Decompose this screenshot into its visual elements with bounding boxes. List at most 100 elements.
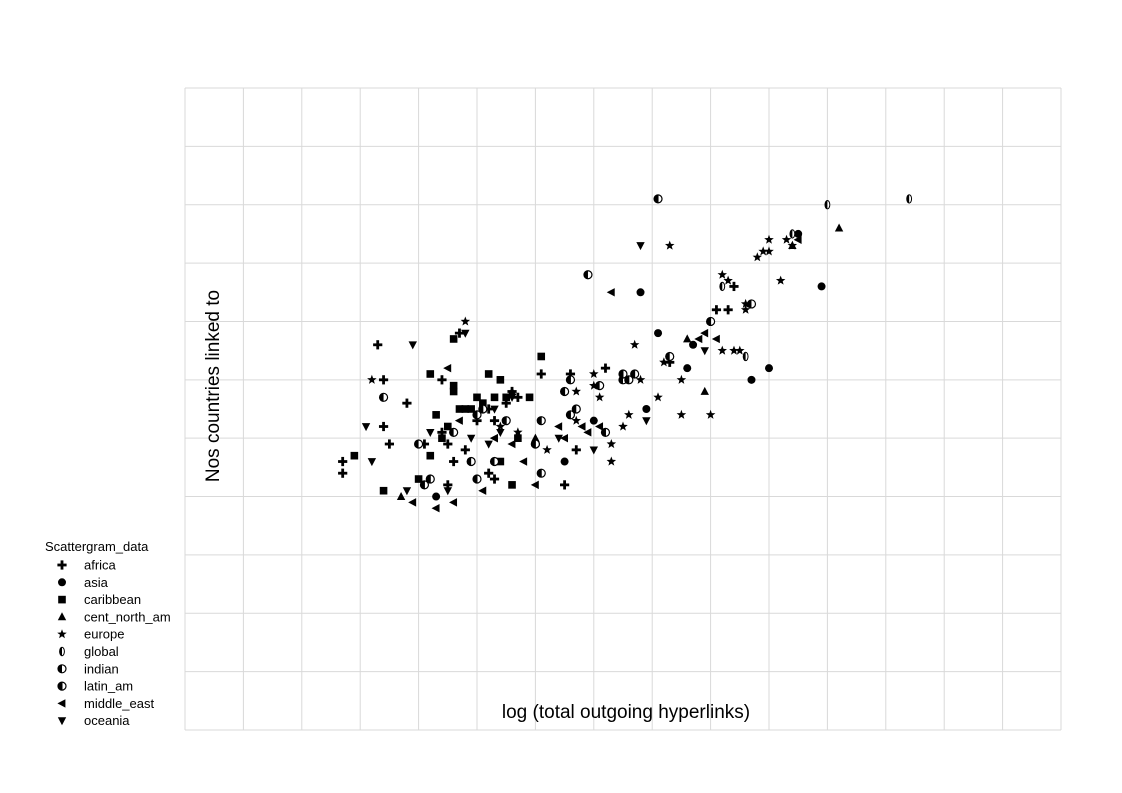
point-cent_north_am (396, 491, 406, 500)
point-caribbean (432, 411, 440, 419)
point-indian (449, 427, 459, 437)
point-europe (717, 345, 727, 355)
point-middle_east (560, 433, 568, 443)
point-caribbean (449, 381, 458, 390)
point-europe (460, 316, 471, 326)
point-europe (571, 386, 581, 396)
legend-title: Scattergram_data (45, 539, 149, 554)
point-africa (536, 369, 546, 379)
point-oceania (461, 329, 470, 338)
series-africa (338, 281, 739, 490)
point-oceania (443, 487, 452, 496)
point-africa (600, 363, 611, 373)
point-latin_am (478, 404, 488, 414)
point-caribbean (449, 335, 458, 343)
point-oceania (507, 393, 517, 402)
point-africa (460, 445, 470, 455)
point-middle_east (530, 480, 539, 490)
point-cent_north_am (834, 223, 844, 232)
point-africa (513, 392, 523, 402)
point-caribbean (537, 352, 546, 361)
point-caribbean (496, 457, 505, 466)
point-latin_am (565, 375, 576, 385)
point-oceania (426, 428, 435, 437)
point-africa (484, 404, 494, 414)
point-latin_am (501, 416, 511, 426)
data-points (338, 194, 913, 513)
point-europe (676, 409, 687, 419)
point-latin_am (472, 474, 482, 484)
point-europe (659, 357, 669, 367)
legend-marker-africa (57, 560, 67, 570)
legend-label-cent_north_am: cent_north_am (84, 609, 171, 624)
point-europe (571, 415, 581, 425)
legend-marker-middle_east (57, 699, 66, 708)
point-africa (437, 375, 447, 385)
point-asia (817, 282, 826, 291)
point-latin_am (536, 416, 546, 426)
legend-marker-oceania (57, 717, 67, 726)
point-latin_am (536, 468, 546, 478)
point-africa (729, 281, 739, 292)
point-europe (758, 246, 768, 256)
point-africa (560, 480, 570, 490)
point-africa (437, 427, 447, 437)
point-africa (338, 456, 348, 467)
point-europe (367, 374, 377, 384)
point-africa (443, 480, 453, 490)
point-caribbean (496, 376, 505, 384)
point-caribbean (479, 399, 487, 407)
point-caribbean (484, 370, 493, 378)
point-caribbean (490, 393, 499, 402)
point-europe (606, 439, 617, 449)
series-latin_am (419, 194, 716, 490)
grid (184, 87, 1062, 731)
point-europe (775, 275, 786, 285)
point-africa (571, 445, 581, 455)
point-asia (689, 340, 698, 349)
point-oceania (402, 487, 412, 496)
point-latin_am (618, 369, 628, 379)
point-caribbean (467, 405, 475, 413)
point-latin_am (530, 439, 541, 449)
point-africa (373, 340, 383, 350)
point-indian (414, 439, 424, 449)
point-europe (676, 374, 687, 384)
point-africa (723, 305, 733, 315)
point-asia (589, 416, 598, 425)
point-oceania (367, 458, 377, 467)
point-middle_east (711, 334, 720, 344)
point-middle_east (595, 422, 604, 431)
point-africa (338, 468, 348, 478)
point-caribbean (525, 393, 534, 402)
legend-label-middle_east: middle_east (84, 696, 154, 711)
point-europe (781, 234, 792, 244)
legend-label-africa: africa (84, 558, 117, 573)
point-africa (378, 375, 389, 385)
series-middle_east (408, 235, 802, 513)
point-middle_east (577, 422, 586, 431)
point-caribbean (455, 405, 464, 413)
point-oceania (554, 434, 563, 443)
point-africa (402, 398, 412, 408)
point-cent_north_am (683, 334, 692, 343)
point-indian (489, 456, 500, 467)
legend-label-global: global (84, 644, 119, 659)
legend-marker-asia (58, 578, 66, 587)
point-indian (665, 351, 675, 362)
point-oceania (589, 446, 598, 455)
point-middle_east (443, 363, 452, 373)
legend-marker-europe (57, 629, 67, 639)
point-middle_east (431, 504, 440, 513)
point-middle_east (478, 486, 487, 495)
point-cent_north_am (507, 386, 517, 395)
point-indian (583, 270, 593, 280)
point-europe (589, 380, 599, 390)
point-global (719, 281, 726, 292)
point-africa (565, 369, 576, 379)
point-global (742, 351, 749, 362)
point-africa (449, 456, 459, 467)
point-caribbean (414, 475, 423, 483)
point-middle_east (694, 334, 703, 344)
point-caribbean (426, 451, 435, 460)
